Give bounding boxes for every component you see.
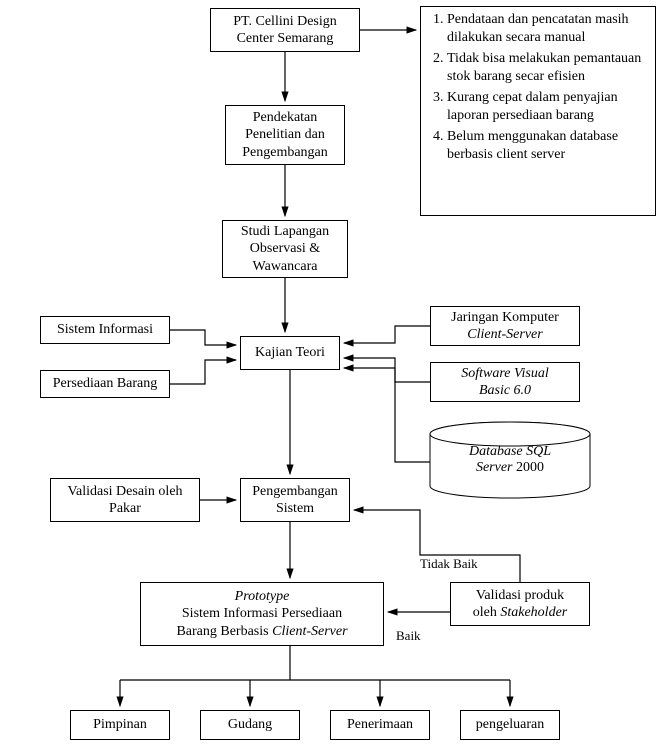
- node-pengeluaran-text: pengeluaran: [476, 716, 544, 734]
- node-problems: Pendataan dan pencatatan masih dilakukan…: [420, 6, 656, 216]
- edge-n9-n7: [344, 358, 430, 382]
- node-jaringan-text: Jaringan Komputer Client-Server: [451, 309, 559, 344]
- node-pengembangan-text: PengembanganSistem: [252, 483, 338, 518]
- node-cellini: PT. Cellini DesignCenter Semarang: [210, 8, 360, 52]
- node-penerimaan: Penerimaan: [330, 710, 430, 740]
- edge-n6-n7: [170, 360, 236, 384]
- node-validasi-desain: Validasi Desain olehPakar: [50, 478, 200, 522]
- label-tidak-baik: Tidak Baik: [420, 556, 478, 572]
- node-persediaan-text: Persediaan Barang: [53, 375, 158, 393]
- problem-1: Pendataan dan pencatatan masih dilakukan…: [447, 11, 649, 46]
- node-kajian-text: Kajian Teori: [255, 344, 325, 362]
- node-pendekatan-text: PendekatanPenelitian danPengembangan: [242, 109, 328, 162]
- node-pengeluaran: pengeluaran: [460, 710, 560, 740]
- problem-3: Kurang cepat dalam penyajian laporan per…: [447, 89, 649, 124]
- node-pengembangan: PengembanganSistem: [240, 478, 350, 522]
- node-jaringan: Jaringan Komputer Client-Server: [430, 306, 580, 346]
- node-pimpinan-text: Pimpinan: [93, 716, 147, 734]
- node-sistem-informasi-text: Sistem Informasi: [57, 321, 153, 339]
- node-pimpinan: Pimpinan: [70, 710, 170, 740]
- node-software-text: Software Visual Basic 6.0: [461, 365, 549, 400]
- node-validasi-desain-text: Validasi Desain olehPakar: [67, 483, 182, 518]
- edge-n8-n7: [344, 326, 430, 343]
- problem-2: Tidak bisa melakukan pemantauan stok bar…: [447, 50, 649, 85]
- node-sistem-informasi: Sistem Informasi: [40, 316, 170, 344]
- node-prototype-text: Prototype Sistem Informasi Persediaan Ba…: [176, 588, 347, 641]
- node-validasi-produk-text: Validasi produk oleh Stakeholder: [473, 587, 567, 622]
- node-gudang-text: Gudang: [228, 716, 272, 734]
- node-studi-text: Studi LapanganObservasi &Wawancara: [241, 223, 329, 276]
- label-baik: Baik: [396, 628, 421, 644]
- node-prototype: Prototype Sistem Informasi Persediaan Ba…: [140, 582, 384, 646]
- node-cellini-text: PT. Cellini DesignCenter Semarang: [233, 13, 337, 48]
- node-penerimaan-text: Penerimaan: [347, 716, 413, 734]
- edge-n5-n7: [170, 330, 236, 345]
- node-studi: Studi LapanganObservasi &Wawancara: [222, 220, 348, 278]
- node-software: Software Visual Basic 6.0: [430, 362, 580, 402]
- node-persediaan: Persediaan Barang: [40, 370, 170, 398]
- node-database-text: Database SQL Server 2000: [430, 444, 590, 476]
- problems-list: Pendataan dan pencatatan masih dilakukan…: [427, 11, 649, 167]
- node-gudang: Gudang: [200, 710, 300, 740]
- problem-4: Belum menggunakan database berbasis clie…: [447, 128, 649, 163]
- node-validasi-produk: Validasi produk oleh Stakeholder: [450, 582, 590, 626]
- node-pendekatan: PendekatanPenelitian danPengembangan: [225, 105, 345, 165]
- node-kajian: Kajian Teori: [240, 336, 340, 370]
